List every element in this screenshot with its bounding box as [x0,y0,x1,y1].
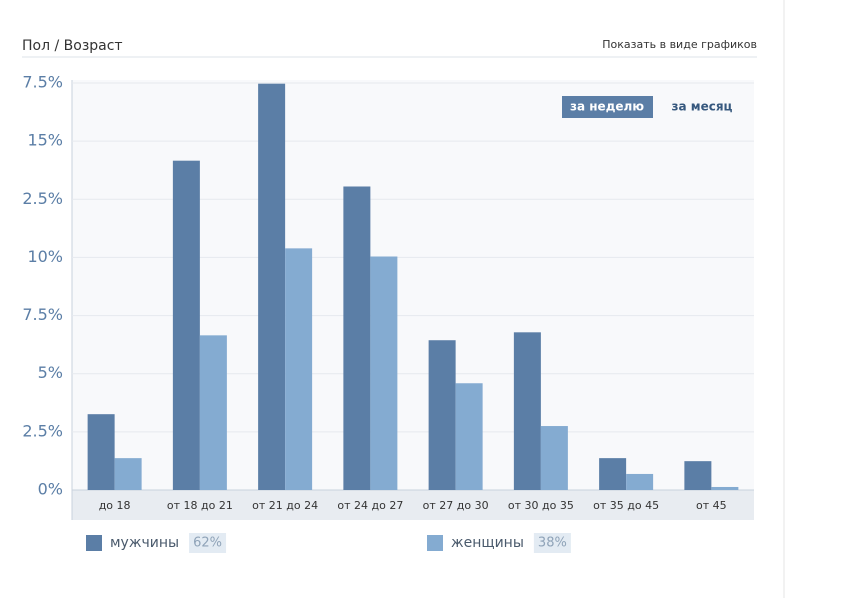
y-tick-label: 7.5% [22,305,63,324]
bar [258,83,286,490]
bar [455,383,483,490]
month-label[interactable]: за месяц [672,100,733,114]
bar [285,248,313,490]
x-tick-label: от 21 до 24 [252,499,318,512]
bar [370,256,398,490]
legend-share: 38% [538,536,567,551]
y-tick-label: 10% [27,247,63,266]
y-tick-label: 5% [38,363,63,382]
y-tick-label: 0% [38,480,63,499]
bar [114,458,142,490]
y-tick-label: 7.5% [22,73,63,92]
y-tick-label: 2.5% [22,189,63,208]
x-tick-label: до 18 [99,499,131,512]
section-title: Пол / Возраст [22,38,123,54]
legend-swatch [86,535,102,551]
x-tick-label: от 27 до 30 [423,499,489,512]
bar [599,458,627,490]
y-tick-label: 2.5% [22,421,63,440]
x-band [72,490,754,520]
bar [711,486,739,490]
bar [343,186,371,490]
bar [87,414,115,490]
x-tick-label: от 45 [696,499,727,512]
legend-share-bg [533,533,571,553]
bar [428,340,456,490]
y-tick-label: 15% [27,131,63,150]
bar [513,332,541,490]
x-tick-label: от 30 до 35 [508,499,574,512]
bar [626,473,654,490]
legend-share-bg [189,533,227,553]
x-tick-label: от 24 до 27 [337,499,403,512]
bar [684,461,712,490]
x-tick-label: от 35 до 45 [593,499,659,512]
bar [172,160,200,490]
x-tick-label: от 18 до 21 [167,499,233,512]
legend-label: женщины [451,535,524,551]
week-button[interactable] [562,96,653,118]
legend-swatch [427,535,443,551]
legend-label: мужчины [110,535,179,551]
week-label[interactable]: за неделю [570,100,644,114]
bar [199,335,227,490]
bar [540,426,568,490]
legend-share: 62% [193,536,222,551]
view-link[interactable]: Показать в виде графиков [602,38,757,51]
